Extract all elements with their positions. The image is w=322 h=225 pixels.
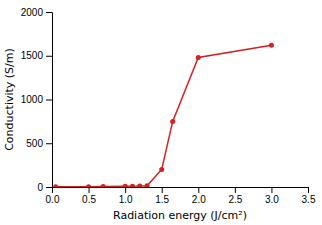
point bbox=[145, 183, 150, 187]
point bbox=[101, 184, 106, 187]
x-tick-label: 3.5 bbox=[302, 194, 316, 205]
y-axis: 0 500 1000 1500 2000 bbox=[21, 7, 53, 193]
x-tick: 3.0 bbox=[265, 187, 279, 205]
x-tick: 3.5 bbox=[302, 187, 316, 205]
x-tick-label: 0.0 bbox=[46, 194, 60, 205]
x-axis: 0.0 0.5 1.0 1.5 2.0 2.5 3.0 3.5 bbox=[46, 187, 316, 205]
x-tick-mark bbox=[198, 187, 199, 193]
y-tick: 1500 bbox=[21, 50, 52, 61]
point bbox=[196, 55, 201, 60]
y-tick-label: 1500 bbox=[21, 50, 44, 61]
point bbox=[53, 184, 58, 187]
x-tick: 1.0 bbox=[119, 187, 133, 205]
y-tick-mark bbox=[46, 56, 52, 57]
x-tick: 0.5 bbox=[82, 187, 96, 205]
x-tick-mark bbox=[308, 187, 309, 193]
x-tick-label: 2.5 bbox=[228, 194, 242, 205]
x-axis-line bbox=[53, 188, 309, 194]
x-tick-label: 0.5 bbox=[82, 194, 96, 205]
x-tick: 1.5 bbox=[155, 187, 169, 205]
plot: 0.0 0.5 1.0 1.5 2.0 2.5 3.0 3.5 0 500 1000 1500 2000 bbox=[21, 7, 316, 205]
x-tick-mark bbox=[125, 187, 126, 193]
chart: 0.0 0.5 1.0 1.5 2.0 2.5 3.0 3.5 0 500 1000 1500 2000… bbox=[0, 0, 322, 225]
y-axis-title: Conductivity (S/m) bbox=[3, 48, 16, 151]
x-tick-mark bbox=[271, 187, 272, 193]
y-tick-label: 0 bbox=[37, 182, 43, 193]
x-tick-label: 3.0 bbox=[265, 194, 279, 205]
y-tick: 500 bbox=[26, 138, 52, 149]
x-tick: 2.0 bbox=[192, 187, 206, 205]
y-tick: 1000 bbox=[21, 94, 52, 105]
x-tick-label: 1.0 bbox=[119, 194, 133, 205]
y-tick-label: 2000 bbox=[21, 7, 44, 18]
point bbox=[159, 167, 164, 172]
x-tick-label: 1.5 bbox=[155, 194, 169, 205]
y-tick: 2000 bbox=[21, 7, 52, 18]
point bbox=[123, 184, 128, 187]
x-axis-title: Radiation energy (J/cm²) bbox=[113, 209, 247, 222]
x-tick: 2.5 bbox=[228, 187, 242, 205]
marks bbox=[53, 43, 274, 187]
point bbox=[130, 184, 135, 187]
y-tick-mark bbox=[46, 187, 52, 188]
y-tick-mark bbox=[46, 12, 52, 13]
x-tick: 0.0 bbox=[46, 187, 60, 205]
y-tick-label: 1000 bbox=[21, 94, 44, 105]
point bbox=[86, 184, 91, 187]
x-tick-label: 2.0 bbox=[192, 194, 206, 205]
point bbox=[170, 119, 175, 124]
x-tick-mark bbox=[162, 187, 163, 193]
point bbox=[269, 43, 274, 48]
x-tick-mark bbox=[89, 187, 90, 193]
y-axis-line bbox=[46, 13, 53, 188]
y-tick-label: 500 bbox=[26, 138, 43, 149]
y-tick: 0 bbox=[37, 182, 52, 193]
line bbox=[56, 45, 272, 187]
y-tick-mark bbox=[46, 100, 52, 101]
x-tick-mark bbox=[235, 187, 236, 193]
point bbox=[137, 183, 142, 187]
y-tick-mark bbox=[46, 143, 52, 144]
